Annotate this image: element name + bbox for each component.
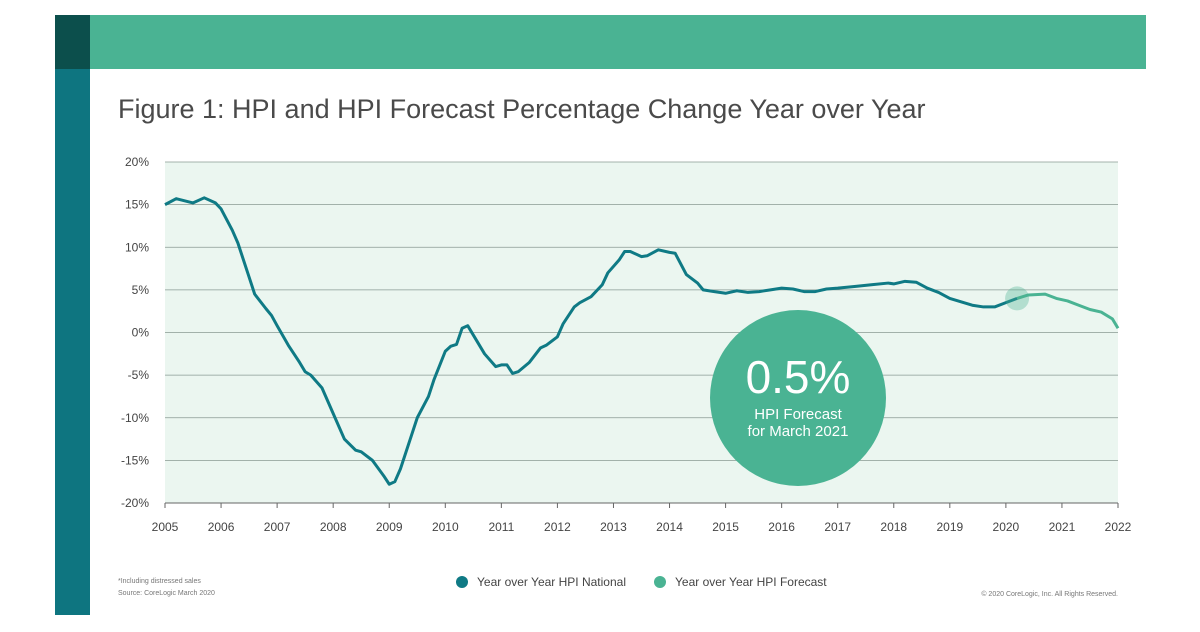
annotation-text: HPI Forecast — [754, 406, 842, 423]
x-tick-label: 2009 — [376, 520, 403, 534]
x-tick-label: 2007 — [264, 520, 291, 534]
annotation-value: 0.5% — [746, 351, 851, 403]
chart-title: Figure 1: HPI and HPI Forecast Percentag… — [118, 94, 926, 124]
side-bar — [55, 69, 90, 615]
x-tick-label: 2012 — [544, 520, 571, 534]
x-tick-label: 2021 — [1049, 520, 1076, 534]
legend-marker — [654, 576, 666, 588]
x-tick-label: 2011 — [488, 520, 514, 534]
footnote: Source: CoreLogic March 2020 — [118, 590, 215, 597]
x-tick-label: 2020 — [993, 520, 1020, 534]
annotation-bubble — [710, 310, 886, 486]
x-tick-label: 2015 — [712, 520, 739, 534]
forecast-start-highlight — [1005, 286, 1030, 311]
series-line — [1016, 292, 1120, 330]
corner-block — [55, 15, 90, 69]
top-bar — [90, 15, 1146, 69]
x-tick-label: 2005 — [152, 520, 179, 534]
y-tick-label: -15% — [121, 453, 149, 467]
x-tick-label: 2014 — [656, 520, 683, 534]
legend-marker — [456, 576, 468, 588]
y-tick-label: 15% — [125, 198, 149, 212]
x-tick-label: 2016 — [768, 520, 795, 534]
y-tick-label: -20% — [121, 496, 149, 510]
x-tick-label: 2017 — [824, 520, 851, 534]
y-tick-label: 20% — [125, 155, 149, 169]
x-tick-label: 2022 — [1105, 520, 1132, 534]
series-line — [164, 196, 1018, 486]
x-tick-label: 2019 — [936, 520, 963, 534]
y-tick-label: 10% — [125, 240, 149, 254]
y-tick-label: 5% — [132, 283, 150, 297]
legend-label: Year over Year HPI Forecast — [675, 575, 827, 589]
annotation-text: for March 2021 — [748, 423, 849, 440]
copyright: © 2020 CoreLogic, Inc. All Rights Reserv… — [981, 590, 1118, 598]
y-tick-label: -10% — [121, 411, 149, 425]
x-tick-label: 2008 — [320, 520, 347, 534]
y-tick-label: 0% — [132, 326, 150, 340]
x-tick-label: 2006 — [208, 520, 235, 534]
x-tick-label: 2010 — [432, 520, 459, 534]
footnote: *Including distressed sales — [118, 578, 201, 585]
x-tick-label: 2013 — [600, 520, 627, 534]
x-tick-label: 2018 — [880, 520, 907, 534]
legend-label: Year over Year HPI National — [477, 575, 626, 589]
y-tick-label: -5% — [128, 368, 150, 382]
